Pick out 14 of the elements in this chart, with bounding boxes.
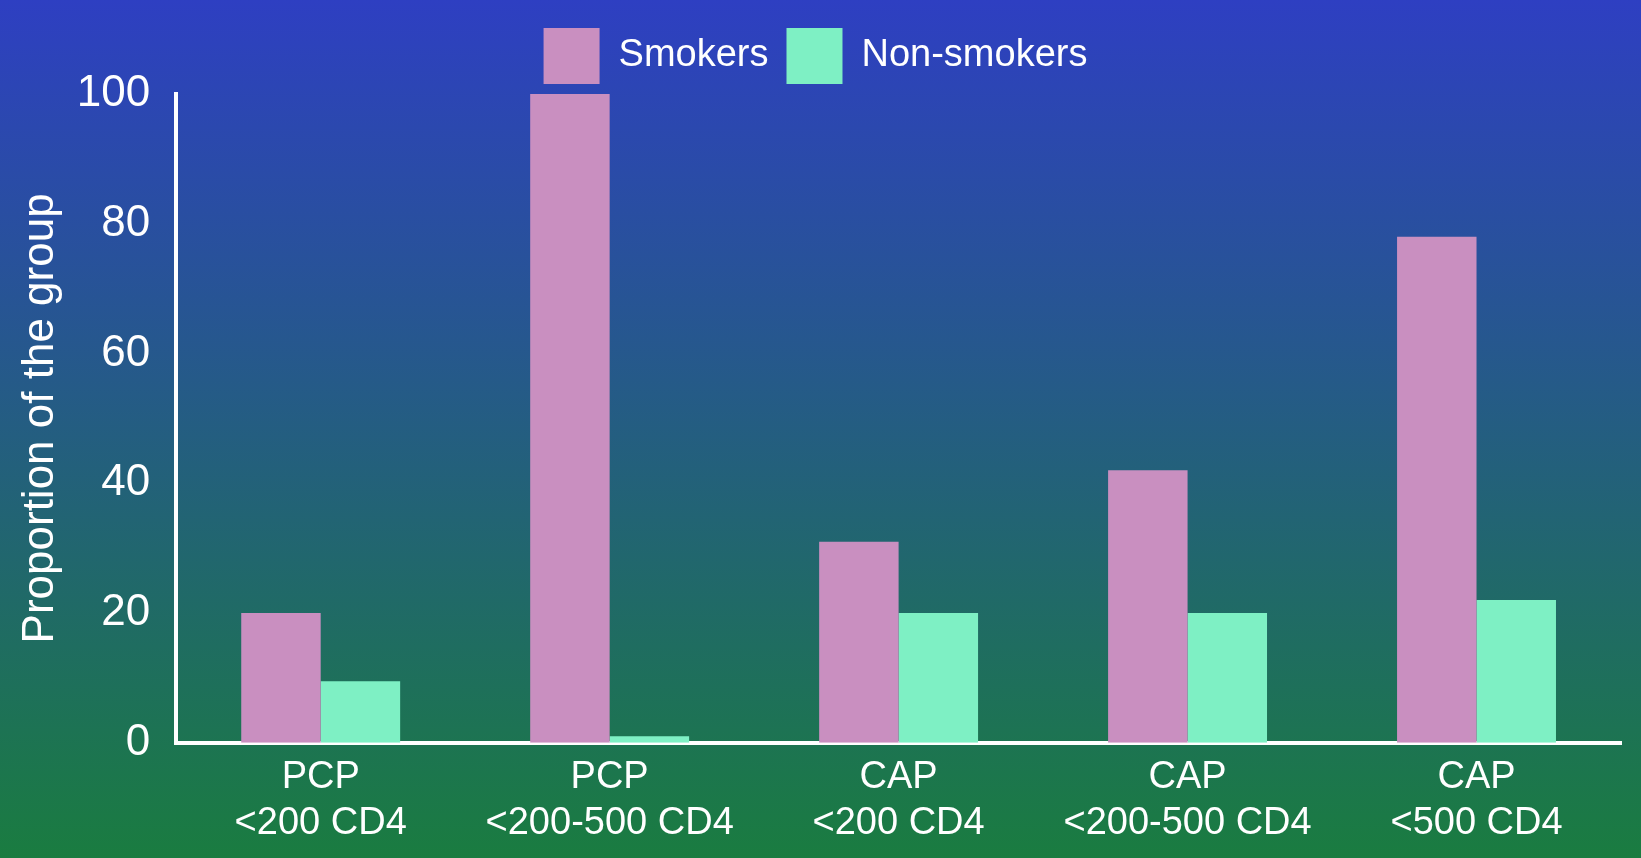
legend-label: Smokers: [618, 32, 769, 75]
x-tick-label: CAP <200 CD4: [812, 754, 985, 842]
y-tick-label: 100: [76, 66, 151, 116]
y-tick-label: 0: [125, 714, 151, 764]
x-tick-label: PCP <200 CD4: [234, 754, 407, 842]
legend-label: Non-smokers: [861, 32, 1088, 75]
y-tick-label: 80: [101, 195, 151, 245]
x-tick-label: CAP <200-500 CD4: [1063, 754, 1312, 842]
x-tick-label: PCP <200-500 CD4: [485, 754, 734, 842]
y-axis-title: Proportion of the group: [12, 193, 62, 644]
y-tick-label: 40: [101, 455, 151, 505]
y-tick-label: 60: [101, 325, 151, 375]
y-tick-label: 20: [101, 585, 151, 635]
x-tick-label: CAP <500 CD4: [1390, 754, 1563, 842]
